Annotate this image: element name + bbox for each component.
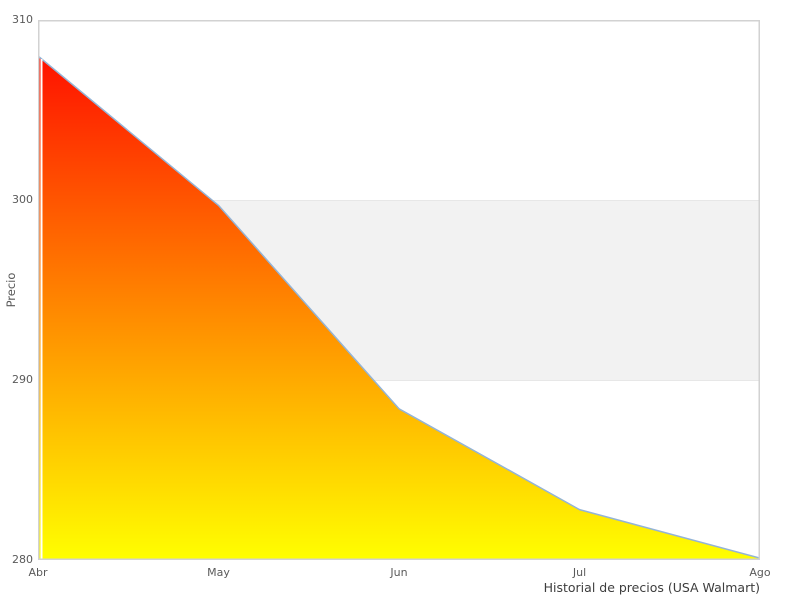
x-tick-label: Abr [28, 566, 48, 579]
x-tick-label: Ago [749, 566, 771, 579]
y-tick-label: 280 [12, 553, 33, 566]
price-line [38, 55, 760, 559]
price-area-series [38, 56, 760, 560]
y-tick-label: 290 [12, 373, 33, 386]
y-axis-title: Precio [4, 272, 18, 308]
x-tick-label: May [207, 566, 230, 579]
y-tick-label: 310 [12, 13, 33, 26]
y-tick-label: 300 [12, 193, 33, 206]
chart-caption: Historial de precios (USA Walmart) [543, 580, 760, 595]
chart-border [38, 20, 760, 560]
x-tick-label: Jun [390, 566, 408, 579]
x-tick-label: Jul [572, 566, 587, 579]
plot-area [38, 20, 760, 560]
